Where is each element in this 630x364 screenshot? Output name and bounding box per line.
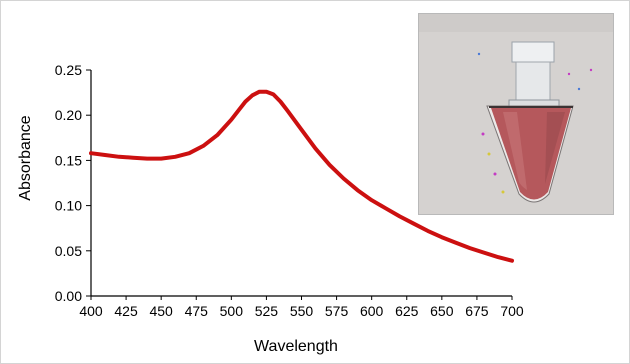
x-tick-label: 575 (325, 303, 349, 319)
x-tick-label: 475 (185, 303, 209, 319)
x-tick-label: 450 (149, 303, 173, 319)
y-axis-title: Absorbance (17, 115, 34, 200)
x-tick-label: 400 (79, 303, 103, 319)
inset-photo-tube (418, 13, 614, 215)
y-tick-label: 0.00 (55, 288, 82, 304)
y-tick-label: 0.05 (55, 243, 82, 259)
x-tick-label: 525 (255, 303, 279, 319)
absorbance-series-line (89, 89, 514, 263)
y-tick-label: 0.10 (55, 198, 82, 214)
y-tick-label: 0.15 (55, 152, 82, 168)
x-axis-title: Wavelength (254, 338, 338, 355)
tube-photo-icon (419, 14, 613, 214)
series-group (89, 89, 514, 263)
x-axis-ticks: 400 425 450 475 500 525 550 575 600 625 650 675 700 (79, 296, 524, 319)
x-tick-label: 700 (500, 303, 524, 319)
y-tick-label: 0.20 (55, 107, 82, 123)
x-tick-label: 675 (465, 303, 489, 319)
x-tick-label: 625 (395, 303, 419, 319)
x-tick-label: 650 (430, 303, 454, 319)
x-tick-label: 425 (114, 303, 138, 319)
x-tick-label: 500 (220, 303, 244, 319)
y-tick-label: 0.25 (55, 62, 82, 78)
x-tick-label: 600 (360, 303, 384, 319)
x-tick-label: 550 (290, 303, 314, 319)
y-axis-ticks: 0.00 0.05 0.10 0.15 0.20 0.25 (55, 62, 91, 304)
